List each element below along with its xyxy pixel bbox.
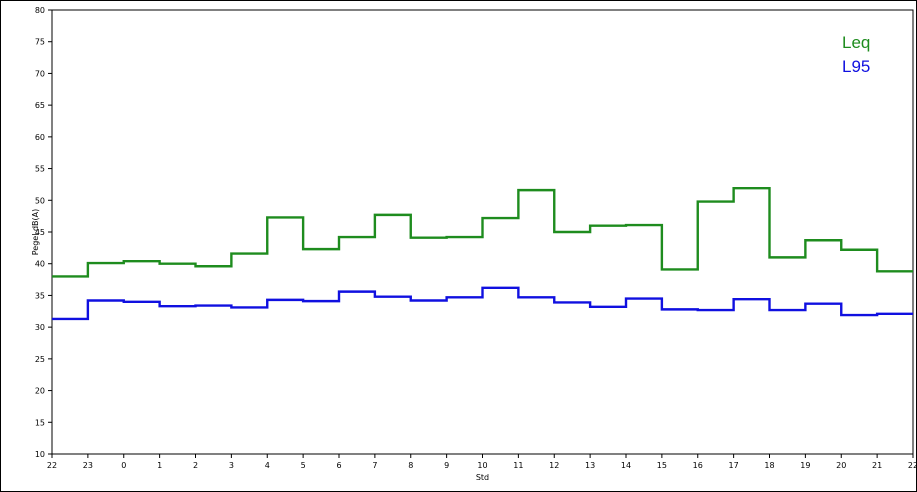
x-tick-label: 2 <box>193 461 198 470</box>
x-tick-label: 20 <box>836 461 846 470</box>
x-tick-label: 14 <box>621 461 631 470</box>
x-tick-label: 13 <box>585 461 595 470</box>
x-tick-label: 1 <box>157 461 162 470</box>
y-axis-label: Pegel dB(A) <box>31 209 40 256</box>
y-tick-label: 80 <box>35 6 45 15</box>
y-tick-label: 40 <box>35 260 45 269</box>
y-tick-label: 45 <box>35 228 45 237</box>
x-tick-label: 0 <box>121 461 126 470</box>
series-line-l95 <box>52 286 913 321</box>
series-group <box>52 187 913 321</box>
x-axis-ticks: 22 23 0 1 2 3 4 5 6 7 8 9 10 11 12 13 14 15 16 17 18 19 20 21 22 <box>47 454 917 470</box>
x-tick-label: 16 <box>693 461 703 470</box>
y-tick-label: 30 <box>35 323 45 332</box>
x-axis-label: Std <box>476 473 489 482</box>
x-tick-label: 18 <box>764 461 774 470</box>
x-tick-label: 3 <box>229 461 234 470</box>
series-line-leq <box>52 187 913 278</box>
y-tick-label: 60 <box>35 133 45 142</box>
y-tick-label: 50 <box>35 196 45 205</box>
x-tick-label: 22 <box>908 461 917 470</box>
x-tick-label: 11 <box>513 461 523 470</box>
y-tick-label: 70 <box>35 69 45 78</box>
x-tick-label: 5 <box>301 461 306 470</box>
x-tick-label: 23 <box>83 461 93 470</box>
y-tick-label: 20 <box>35 387 45 396</box>
x-tick-label: 4 <box>265 461 270 470</box>
y-tick-label: 35 <box>35 291 45 300</box>
x-tick-label: 22 <box>47 461 57 470</box>
x-tick-label: 17 <box>729 461 739 470</box>
x-tick-label: 7 <box>372 461 377 470</box>
y-tick-label: 25 <box>35 355 45 364</box>
x-tick-label: 6 <box>336 461 341 470</box>
y-tick-label: 65 <box>35 101 45 110</box>
x-tick-label: 9 <box>444 461 449 470</box>
y-tick-label: 10 <box>35 450 45 459</box>
y-tick-label: 55 <box>35 165 45 174</box>
legend-l95: L95 <box>842 57 870 76</box>
x-tick-label: 21 <box>872 461 882 470</box>
y-tick-label: 15 <box>35 418 45 427</box>
y-axis-ticks: 10 15 20 25 30 35 40 45 50 55 60 65 70 75 80 <box>35 6 52 459</box>
x-tick-label: 15 <box>657 461 667 470</box>
x-tick-label: 8 <box>408 461 413 470</box>
x-tick-label: 10 <box>477 461 487 470</box>
y-tick-label: 75 <box>35 38 45 47</box>
x-tick-label: 19 <box>800 461 810 470</box>
legend-leq: Leq <box>842 33 870 52</box>
x-tick-label: 12 <box>549 461 559 470</box>
